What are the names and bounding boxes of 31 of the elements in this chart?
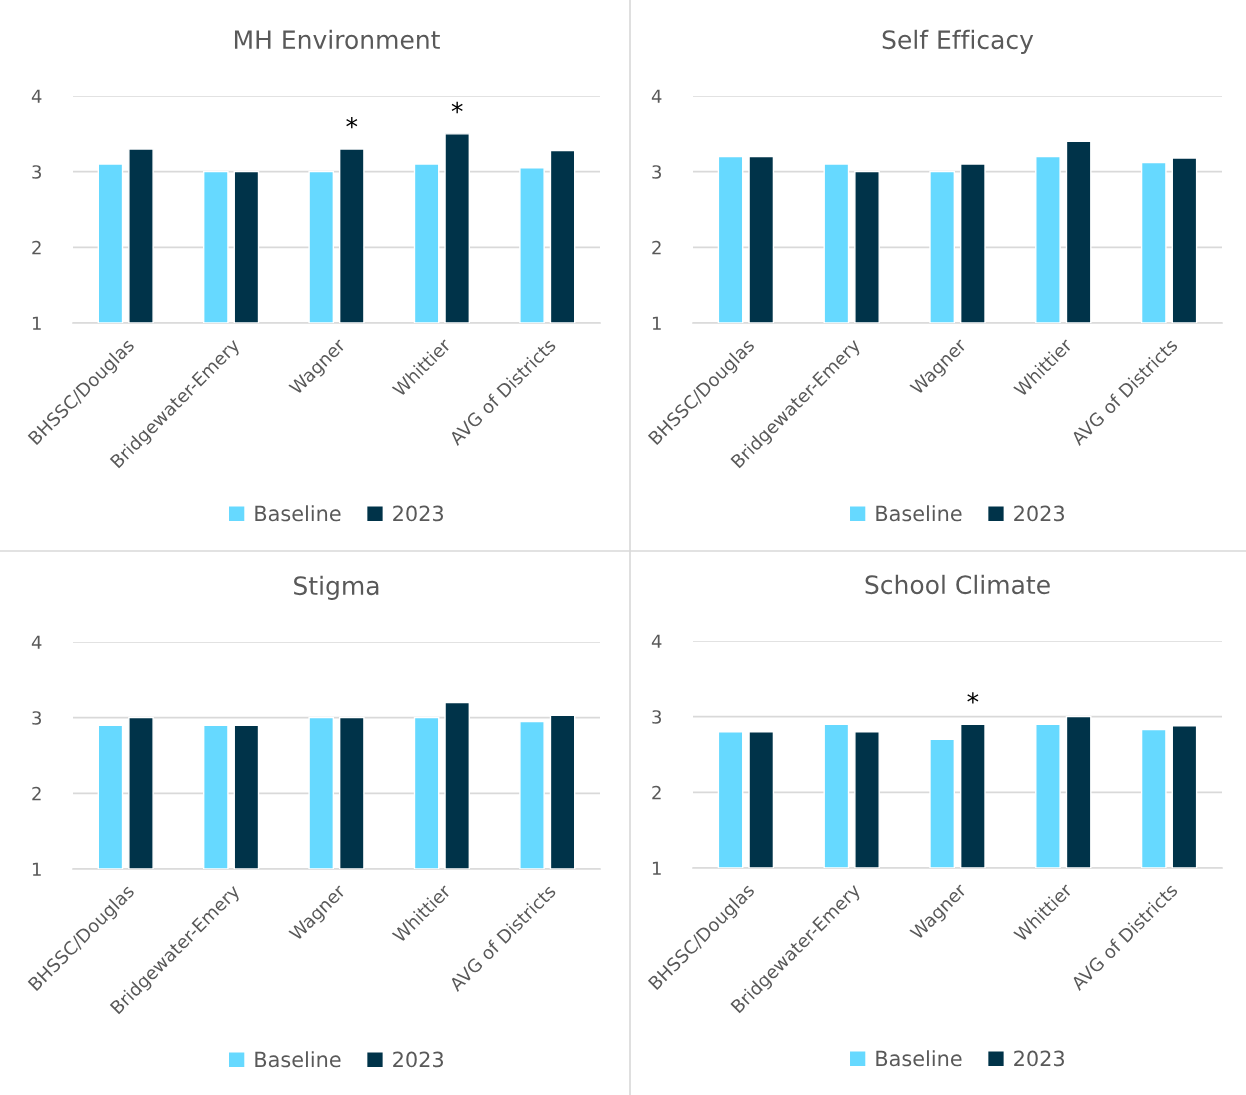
legend-label: 2023 — [1014, 1050, 1064, 1067]
legend-label: 2023 — [393, 1051, 443, 1068]
y-tick-label: 4 — [651, 89, 662, 103]
legend-label: Baseline — [876, 1050, 962, 1067]
legend-label: Baseline — [876, 505, 962, 522]
chart-title: Stigma — [294, 575, 379, 600]
y-tick-label: 4 — [31, 635, 42, 649]
y-tick-label: 4 — [651, 634, 662, 648]
y-tick-label: 2 — [652, 785, 661, 800]
y-tick-label: 1 — [32, 316, 41, 330]
legend-label: Baseline — [255, 1051, 341, 1068]
y-tick-label: 4 — [31, 89, 42, 103]
chart-title: School Climate — [865, 574, 1050, 595]
legend-label: 2023 — [393, 505, 443, 522]
y-tick-label: 3 — [32, 711, 41, 725]
legend-label: Baseline — [255, 505, 341, 522]
y-tick-label: 1 — [32, 862, 41, 876]
y-tick-label: 3 — [652, 710, 661, 724]
y-tick-label: 2 — [652, 240, 661, 255]
y-tick-label: 1 — [652, 861, 661, 875]
annotation: * — [346, 116, 358, 129]
chart-title: Self Efficacy — [882, 29, 1034, 54]
chart-title: MH Environment — [234, 29, 440, 50]
annotation: * — [451, 101, 463, 114]
y-tick-label: 3 — [32, 165, 41, 179]
y-tick-label: 1 — [652, 316, 661, 330]
y-tick-label: 3 — [652, 165, 661, 179]
annotation: * — [967, 692, 979, 704]
y-tick-label: 2 — [32, 240, 41, 255]
legend-label: 2023 — [1014, 505, 1064, 522]
y-tick-label: 2 — [32, 786, 41, 801]
